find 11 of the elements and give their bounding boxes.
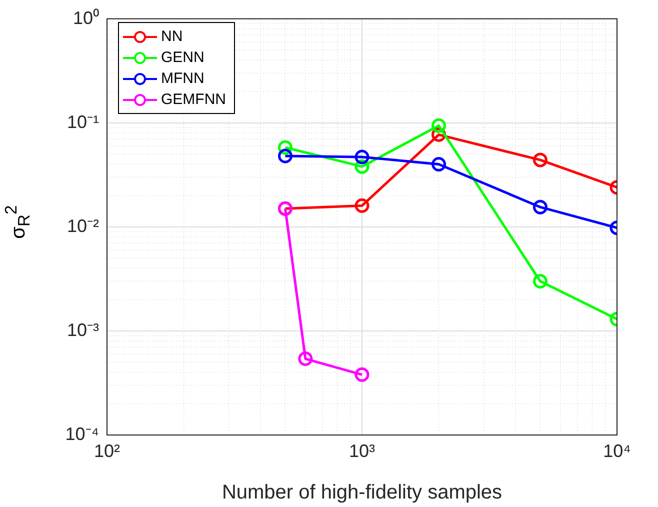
legend-label: GENN	[161, 49, 204, 66]
y-tick-label: 10⁻³	[66, 320, 100, 340]
x-tick-label: 10³	[348, 440, 376, 461]
legend-label: GEMFNN	[161, 91, 226, 108]
y-tick-label: 10⁻¹	[66, 112, 100, 132]
legend-label: MFNN	[161, 70, 204, 87]
y-tick-label: 10⁰	[72, 8, 99, 28]
x-axis-title: Number of high-fidelity samples	[222, 482, 502, 504]
y-tick-label: 10⁻²	[66, 216, 100, 236]
legend-label: NN	[161, 28, 183, 45]
x-tick-label: 10⁴	[603, 440, 631, 461]
